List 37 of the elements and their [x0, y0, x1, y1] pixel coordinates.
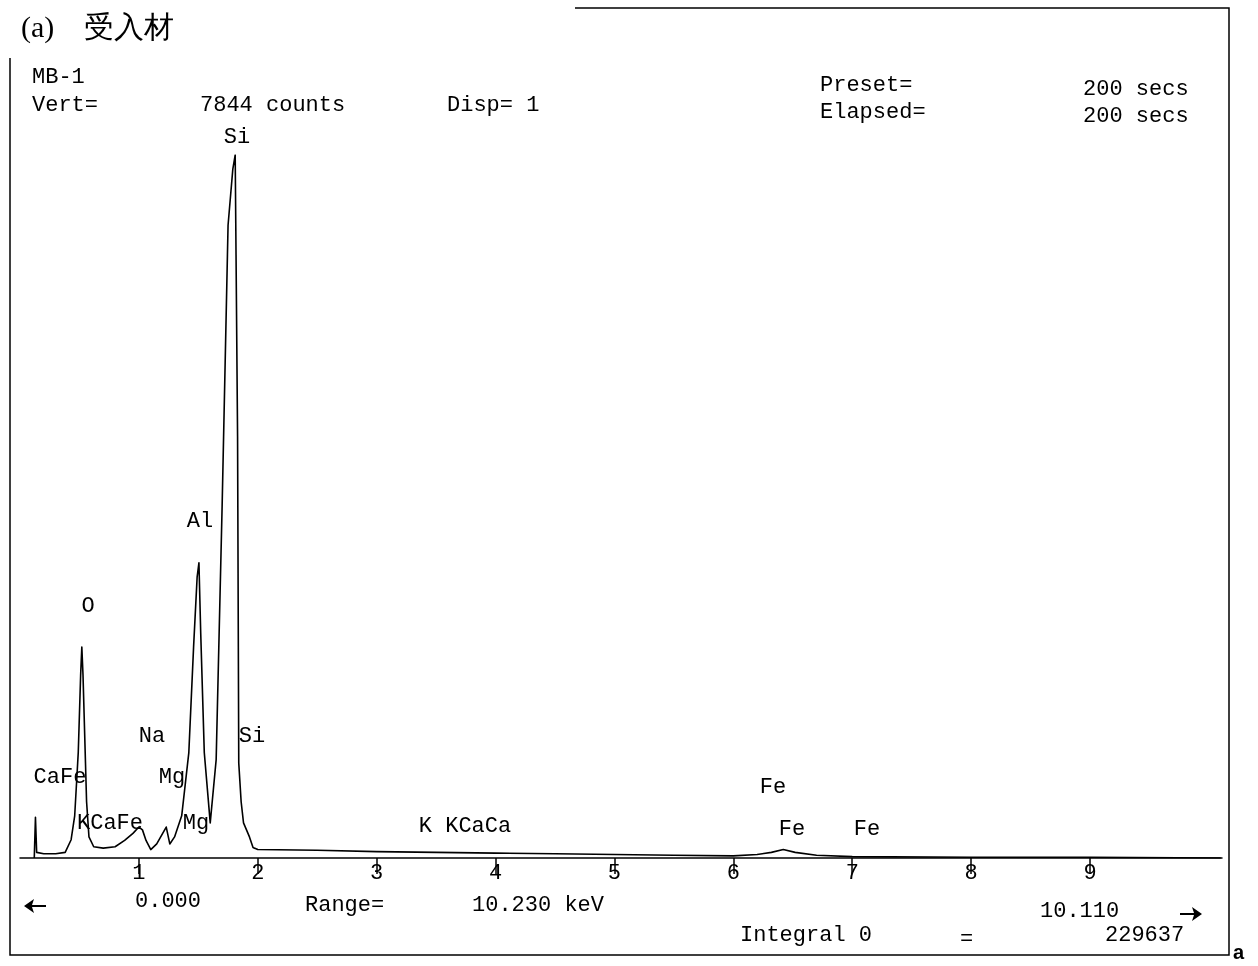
x-tick-label: 9 [1083, 860, 1097, 886]
x-tick-label: 7 [845, 860, 859, 886]
text: MB-1 [32, 64, 85, 90]
text: 10.230 keV [472, 892, 605, 918]
text: Elapsed= [820, 99, 926, 125]
x-tick-label: 2 [251, 860, 265, 886]
text: Range= [305, 892, 385, 918]
x-tick-label: 8 [964, 860, 978, 886]
text: 10.110 [1040, 898, 1120, 924]
annotation: Na [138, 723, 166, 749]
text: a [1233, 941, 1245, 963]
text: 7844 counts [200, 92, 346, 118]
x-tick-label: 3 [370, 860, 384, 886]
text: 200 secs [1083, 103, 1189, 129]
annotation: Mg [182, 810, 210, 836]
x-tick-label: 1 [132, 860, 146, 886]
x-tick-label: 4 [488, 860, 503, 886]
text: 200 secs [1083, 76, 1189, 102]
annotation: Mg [158, 764, 186, 790]
text: 0.000 [135, 888, 202, 914]
text: Vert= [32, 92, 99, 118]
text: = [960, 926, 974, 952]
x-tick-label: 6 [726, 860, 740, 886]
annotation: Fe [759, 774, 787, 800]
annotation: Fe [853, 816, 881, 842]
annotation: O [81, 593, 95, 619]
text: Integral 0 [740, 922, 873, 948]
text: 229637 [1105, 922, 1185, 948]
x-tick-label: 5 [607, 860, 622, 886]
text: Disp= 1 [447, 92, 540, 118]
annotation: Al [186, 508, 214, 534]
annotation: Fe [778, 816, 806, 842]
text: Preset= [820, 72, 913, 98]
annotation: K KCaCa [418, 813, 512, 839]
text: Si [223, 124, 251, 150]
annotation: Si [238, 723, 266, 749]
chart-title: (a) 受入材 [21, 9, 175, 44]
